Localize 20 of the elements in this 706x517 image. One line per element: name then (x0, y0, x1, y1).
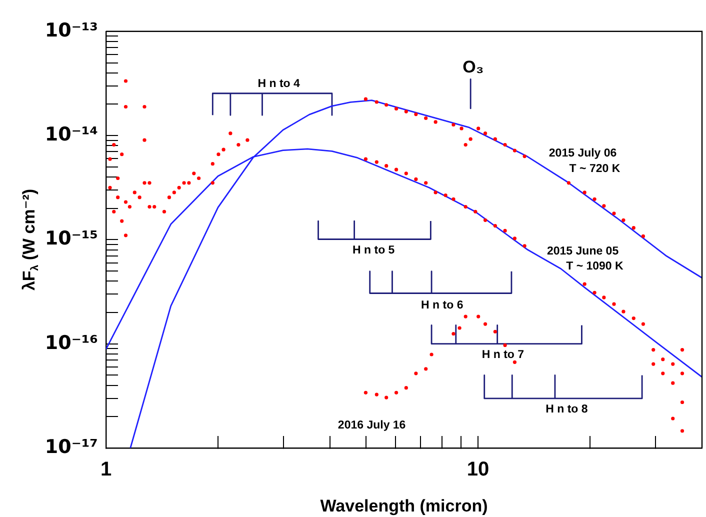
annotation: H n to 5 (352, 244, 396, 257)
annotation: 2015 June 05 (546, 246, 620, 258)
annotation: H n to 4 (258, 78, 301, 90)
y-tick-label: 10⁻¹⁵ (44, 228, 98, 250)
annotation: H n to 7 (482, 348, 524, 361)
annotation: H n to 8 (546, 403, 588, 416)
x-tick-label: 1 (100, 458, 112, 481)
annotation: O₃ (462, 57, 484, 76)
y-axis-title: λFλ (W cm⁻²) (20, 188, 41, 291)
y-tick-label: 10⁻¹⁶ (44, 332, 98, 354)
x-tick-label: 10 (466, 458, 490, 481)
annotation: 2015 July 06 (548, 148, 617, 160)
y-tick-label: 10⁻¹³ (44, 19, 98, 42)
y-tick-label: 10⁻¹⁷ (44, 436, 98, 458)
annotation: 2016 July 16 (338, 419, 406, 432)
annotation: H n to 6 (421, 299, 464, 312)
x-axis-title: Wavelength (micron) (320, 496, 488, 516)
y-tick-label: 10⁻¹⁴ (44, 123, 98, 146)
annotation: T ~ 1090 K (566, 260, 624, 273)
annotation: T ~ 720 K (569, 163, 621, 176)
